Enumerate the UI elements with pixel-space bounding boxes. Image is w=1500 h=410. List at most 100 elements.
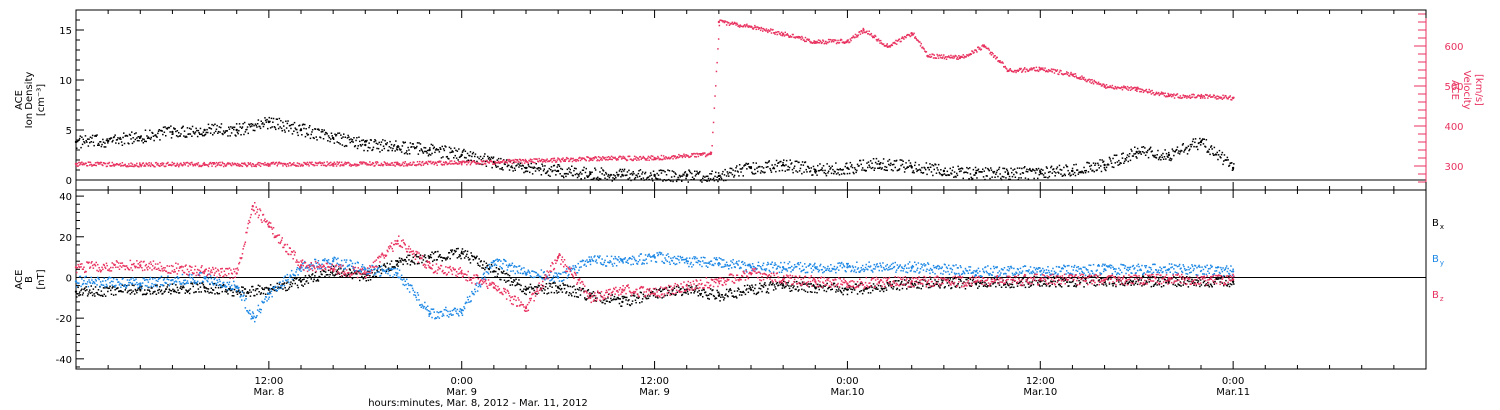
data-point [296, 277, 298, 280]
data-point [846, 293, 849, 296]
data-point [518, 164, 521, 166]
data-point [400, 257, 403, 260]
data-point [770, 281, 772, 283]
data-point [1172, 150, 1174, 152]
data-point [741, 168, 743, 170]
data-point [213, 282, 215, 285]
data-point [631, 172, 633, 175]
data-point [958, 55, 960, 57]
data-point [702, 153, 705, 155]
data-point [458, 254, 461, 256]
data-point [727, 173, 729, 175]
data-point [851, 288, 854, 291]
data-point [240, 165, 242, 167]
data-point [643, 156, 645, 159]
data-point [76, 296, 78, 298]
data-point [506, 280, 509, 282]
data-point [1193, 284, 1195, 286]
data-point [582, 169, 585, 171]
panel-frame [75, 189, 1427, 370]
data-point [317, 162, 320, 165]
data-point [110, 165, 113, 167]
data-point [249, 126, 252, 128]
data-point [1018, 69, 1020, 71]
data-point [1184, 148, 1187, 150]
data-point [510, 159, 513, 162]
data-point [977, 169, 979, 172]
data-point [743, 24, 746, 26]
data-point [1129, 89, 1132, 91]
data-point [1158, 157, 1161, 159]
data-point [132, 137, 134, 139]
data-point [563, 159, 566, 161]
data-point [251, 125, 253, 127]
data-point [603, 299, 606, 301]
data-point [411, 164, 413, 166]
data-point [534, 286, 536, 288]
data-point [859, 33, 862, 35]
data-point [469, 159, 471, 162]
data-point [123, 164, 125, 167]
data-point [618, 155, 621, 158]
data-point [166, 128, 168, 130]
data-point [769, 167, 771, 170]
data-point [202, 163, 205, 165]
data-point [642, 177, 645, 179]
data-point [1122, 152, 1124, 154]
data-point [380, 162, 383, 165]
data-point [667, 157, 669, 160]
data-point [709, 178, 712, 180]
data-point [106, 139, 110, 143]
data-point [199, 286, 202, 288]
data-point [1068, 173, 1070, 176]
data-point [343, 163, 346, 165]
data-point [471, 161, 474, 163]
data-point [863, 31, 865, 33]
data-point [435, 148, 438, 150]
data-point [181, 126, 184, 129]
data-point [675, 156, 678, 159]
data-point [556, 159, 558, 161]
data-point [1212, 96, 1214, 98]
data-point [1060, 286, 1063, 288]
data-point [1193, 145, 1195, 148]
data-point [1207, 284, 1210, 286]
data-point [422, 152, 425, 154]
data-point [374, 272, 376, 274]
data-point [717, 294, 721, 297]
data-point [243, 162, 246, 164]
data-point [647, 295, 649, 297]
data-point [818, 169, 820, 172]
data-point [142, 142, 145, 144]
data-point [1152, 92, 1155, 94]
data-point [499, 168, 501, 170]
data-point [869, 160, 872, 162]
data-point [1130, 284, 1132, 286]
data-point [187, 165, 189, 167]
data-point [188, 292, 191, 295]
data-point [589, 171, 592, 174]
data-point [394, 266, 396, 269]
data-point [516, 284, 518, 286]
data-point [282, 121, 284, 124]
data-point [338, 162, 340, 164]
data-point [544, 289, 546, 291]
data-point [156, 136, 158, 138]
data-point [111, 141, 113, 143]
data-point [1030, 67, 1032, 69]
data-point [510, 281, 513, 283]
data-point [642, 155, 645, 158]
data-point [120, 141, 123, 143]
data-point [681, 156, 684, 159]
data-point [771, 164, 773, 166]
data-point [699, 170, 701, 173]
data-point [125, 134, 128, 137]
data-point [485, 262, 488, 264]
data-point [429, 160, 432, 163]
data-point [427, 149, 429, 152]
data-point [872, 289, 874, 292]
data-point [119, 136, 121, 139]
data-point [484, 266, 487, 269]
data-point [1022, 172, 1025, 174]
data-point [1029, 69, 1032, 71]
